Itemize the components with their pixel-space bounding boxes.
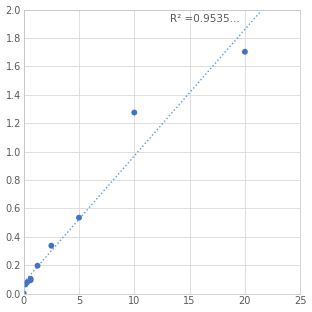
Point bbox=[242, 49, 247, 54]
Point bbox=[28, 276, 33, 281]
Point bbox=[21, 291, 26, 296]
Point bbox=[25, 280, 30, 285]
Point bbox=[28, 278, 33, 283]
Point bbox=[23, 282, 28, 287]
Point bbox=[76, 215, 81, 220]
Point bbox=[35, 263, 40, 268]
Point bbox=[132, 110, 137, 115]
Text: R² =0.9535...: R² =0.9535... bbox=[170, 14, 239, 24]
Point bbox=[49, 243, 54, 248]
